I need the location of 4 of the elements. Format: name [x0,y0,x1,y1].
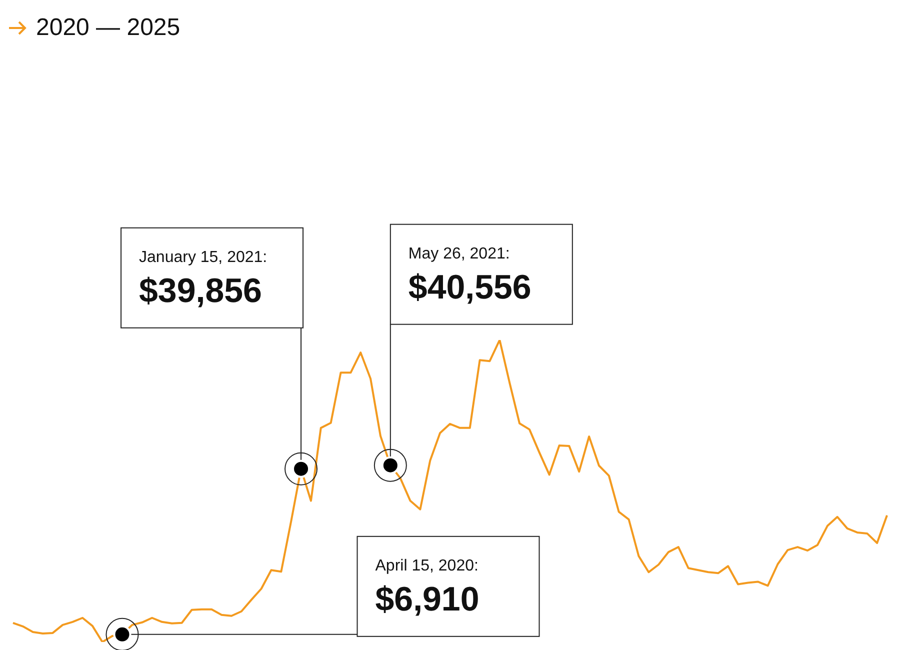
data-label: May 26, 2021: $40,556 [408,245,532,306]
data-label: January 15, 2021: $39,856 [139,248,268,310]
chart-title: 2020 — 2025 [36,14,180,42]
data-label: April 15, 2020: $6,910 [375,557,480,618]
